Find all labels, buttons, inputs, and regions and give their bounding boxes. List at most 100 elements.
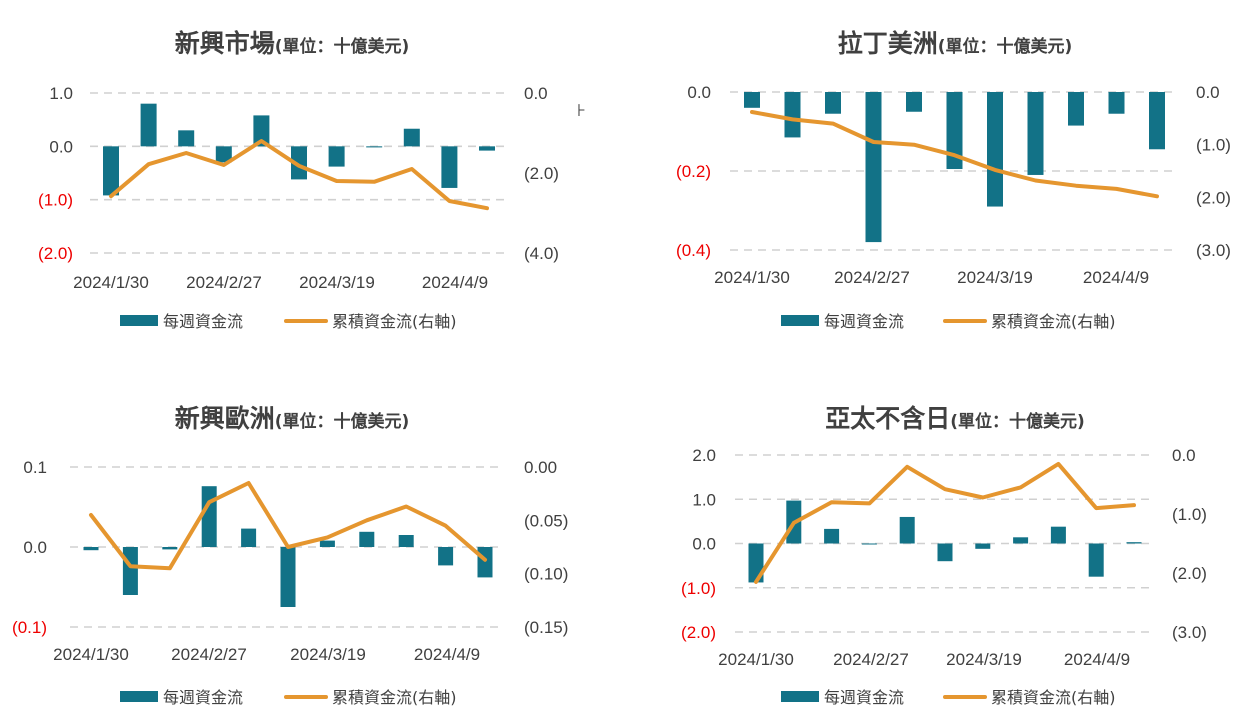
x-axis-tick-label: 2024/3/19 [299, 273, 375, 292]
weekly-flow-bar [744, 92, 760, 108]
weekly-flow-bar [1050, 526, 1066, 544]
x-axis-tick-label: 2024/4/9 [422, 273, 488, 292]
weekly-flow-bar [946, 92, 963, 170]
left-axis-tick-label: 0.0 [687, 83, 711, 102]
chart-panel: 新興市場(單位：十億美元) 1.0 0.0 (1.0) (2.0) 0.0 (2.0) (4.… [38, 29, 559, 331]
left-axis-tick-label: (0.1) [12, 618, 47, 637]
weekly-flow-bar [162, 547, 178, 550]
x-axis-tick-label: 2024/4/9 [1064, 650, 1130, 669]
legend-bar-label: 每週資金流 [163, 688, 243, 707]
weekly-flow-bar [1126, 542, 1142, 544]
chart-title-unit: (單位：十億美元) [275, 36, 410, 57]
cumulative-flow-line [750, 110, 1159, 199]
weekly-flow-bar [477, 547, 493, 578]
chart-title-main: 新興歐洲 [175, 404, 275, 433]
weekly-flow-bar [441, 146, 458, 188]
weekly-flow-bar [1108, 92, 1125, 114]
x-axis-tick-label: 2024/3/19 [957, 268, 1033, 287]
weekly-flow-bar [865, 92, 882, 243]
x-axis-tick-label: 2024/4/9 [1083, 268, 1149, 287]
legend-bar-label: 每週資金流 [824, 688, 904, 707]
chart-title: 新興市場(單位：十億美元) [175, 29, 410, 58]
weekly-flow-bar [215, 146, 232, 163]
right-axis-tick-label: (1.0) [1196, 136, 1231, 155]
legend-bar-swatch [120, 315, 158, 326]
legend-bar-swatch [120, 691, 158, 702]
chart-title-unit: (單位：十億美元) [950, 411, 1085, 432]
chart-panel: 拉丁美洲(單位：十億美元) 0.0 (0.2) (0.4) 0.0 (1.0) (2.0) (… [676, 29, 1231, 331]
x-axis-tick-label: 2024/2/27 [171, 645, 247, 664]
weekly-flow-bar [241, 528, 257, 547]
weekly-flow-bar [906, 92, 922, 112]
left-axis-tick-label: (1.0) [681, 579, 716, 598]
left-axis-tick-label: 0.1 [23, 458, 47, 477]
weekly-flow-bar [403, 128, 420, 147]
weekly-flow-bar [328, 146, 345, 167]
weekly-flow-bar [83, 547, 99, 551]
weekly-flow-bar [366, 146, 383, 148]
weekly-flow-bar [280, 547, 296, 607]
chart-panel: 亞太不含日(單位：十億美元) 2.0 1.0 0.0 (1.0) (2.0) 0.0 (1.0… [681, 404, 1207, 707]
x-axis-tick-label: 2024/3/19 [946, 650, 1022, 669]
x-axis-tick-label: 2024/2/27 [186, 273, 262, 292]
weekly-flow-bar [103, 146, 119, 196]
weekly-flow-bar [1027, 92, 1044, 175]
weekly-flow-bar [291, 146, 307, 180]
chart-title: 新興歐洲(單位：十億美元) [175, 404, 410, 433]
x-axis-tick-label: 2024/2/27 [833, 650, 909, 669]
weekly-flow-bar [987, 92, 1003, 207]
right-axis-tick-label: (4.0) [524, 244, 559, 263]
chart-title-main: 新興市場 [175, 29, 275, 58]
legend-bar-label: 每週資金流 [824, 312, 904, 331]
x-axis-tick-label: 2024/1/30 [718, 650, 794, 669]
chart-title-unit: (單位：十億美元) [938, 36, 1073, 57]
right-axis-tick-label: 0.0 [1196, 83, 1220, 102]
weekly-flow-bar [861, 543, 877, 545]
weekly-flow-bar [319, 540, 335, 547]
left-axis-tick-label: 1.0 [49, 84, 73, 103]
left-axis-tick-label: 0.0 [23, 538, 47, 557]
weekly-flow-bar [140, 103, 157, 147]
x-axis-tick-label: 2024/1/30 [714, 268, 790, 287]
cumulative-flow-line [754, 461, 1136, 584]
left-axis-tick-label: 0.0 [49, 137, 73, 156]
weekly-flow-bar [201, 486, 217, 547]
x-axis-tick-label: 2024/4/9 [414, 645, 480, 664]
chart-panel: 新興歐洲(單位：十億美元) 0.1 0.0 (0.1) 0.00 (0.05) (0.10)… [12, 404, 568, 707]
right-axis-tick-label: (2.0) [1172, 564, 1207, 583]
right-axis-tick-label: (0.15) [524, 618, 568, 637]
left-axis-tick-label: (0.2) [676, 162, 711, 181]
legend-line-label: 累積資金流(右軸) [332, 312, 457, 331]
chart-title: 亞太不含日(單位：十億美元) [825, 404, 1085, 433]
left-axis-tick-label: (1.0) [38, 191, 73, 210]
left-axis-tick-label: 0.0 [692, 535, 716, 554]
right-axis-tick-label: 0.0 [1172, 446, 1196, 465]
weekly-flow-bar [784, 92, 801, 138]
weekly-flow-bar [122, 547, 138, 595]
right-axis-tick-label: (0.05) [524, 511, 568, 530]
weekly-flow-bar [398, 535, 414, 547]
chart-title: 拉丁美洲(單位：十億美元) [838, 29, 1073, 58]
legend-line-label: 累積資金流(右軸) [991, 688, 1116, 707]
weekly-flow-bar [1013, 537, 1029, 544]
legend-line-label: 累積資金流(右軸) [991, 312, 1116, 331]
weekly-flow-bar [899, 516, 915, 544]
right-axis-tick-label: (2.0) [1196, 188, 1231, 207]
legend-bar-label: 每週資金流 [163, 312, 243, 331]
x-axis-tick-label: 2024/3/19 [290, 645, 366, 664]
stray-tick-mark: ⊦ [577, 101, 586, 120]
weekly-flow-bar [1088, 543, 1104, 577]
chart-title-unit: (單位：十億美元) [275, 411, 410, 432]
chart-title-main: 亞太不含日 [825, 404, 950, 433]
left-axis-tick-label: (0.4) [676, 241, 711, 260]
weekly-flow-bar [825, 92, 841, 114]
legend-bar-swatch [781, 315, 819, 326]
legend-line-label: 累積資金流(右軸) [332, 688, 457, 707]
cumulative-flow-line [89, 481, 487, 571]
weekly-flow-bar [1068, 92, 1084, 126]
weekly-flow-bar [359, 531, 375, 547]
left-axis-tick-label: (2.0) [681, 623, 716, 642]
right-axis-tick-label: (0.10) [524, 565, 568, 584]
weekly-flow-bar [1149, 92, 1165, 150]
